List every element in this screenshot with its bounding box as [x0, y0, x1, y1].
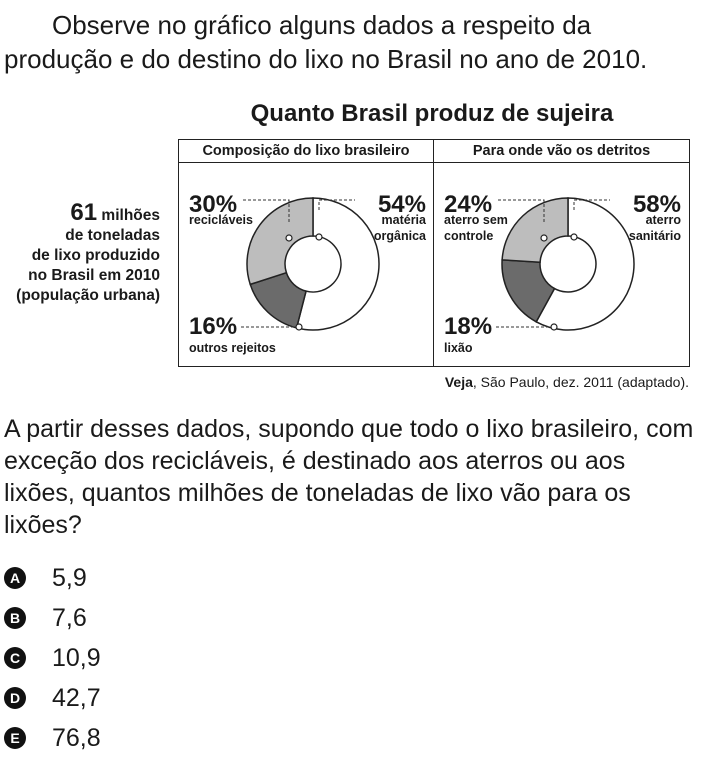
figure-title: Quanto Brasil produz de sujeira [250, 100, 614, 127]
option-a-text: 5,9 [52, 563, 87, 592]
source-bold: Veja [444, 374, 473, 390]
destination-panel-title: Para onde vão os detritos [434, 140, 689, 163]
side-line: de lixo produzido [31, 247, 160, 264]
leader-line [498, 199, 545, 224]
option-c-badge: C [4, 647, 26, 669]
option-d-badge: D [4, 687, 26, 709]
source-citation: Veja, São Paulo, dez. 2011 (adaptado). [445, 374, 689, 390]
donut-slice-reciclaveis [246, 197, 314, 286]
leader-line [243, 199, 290, 224]
leader-dot [285, 234, 293, 242]
leader-dot [550, 323, 558, 331]
slice-label-aterro-sem-controle: controle [444, 229, 493, 243]
intro-text: Observe no gráfico alguns dados a respei… [4, 8, 694, 76]
donut-slice-aterro-sem-controle [501, 197, 569, 264]
side-line: no Brasil em 2010 [28, 267, 160, 284]
slice-percent-aterro-sanitario: 58% [633, 191, 681, 218]
leader-dot [570, 233, 578, 241]
slice-label-aterro-sanitario: aterro [646, 213, 682, 227]
option-e-badge: E [4, 727, 26, 749]
option-b-badge: B [4, 607, 26, 629]
option-b-text: 7,6 [52, 603, 87, 632]
slice-percent-aterro-sem-controle: 24% [444, 191, 492, 218]
option-e-text: 76,8 [52, 723, 101, 752]
side-number: 61 [70, 199, 98, 226]
side-line: de toneladas [65, 227, 160, 244]
option-e[interactable]: E 76,8 [4, 718, 101, 758]
slice-label-materia-organica: orgânica [374, 229, 427, 243]
leader-dot [540, 234, 548, 242]
donut-slice-aterro-sanitario [535, 197, 635, 331]
leader-dot [315, 233, 323, 241]
leader-dot [295, 323, 303, 331]
option-c[interactable]: C 10,9 [4, 638, 101, 678]
slice-label-materia-organica: matéria [382, 213, 428, 227]
destination-panel: Para onde vão os detritos 58% aterro sanit… [434, 140, 689, 366]
option-c-text: 10,9 [52, 643, 101, 672]
composition-donut-chart: 54%matéria orgânica 16%outros rejeitos 30%r… [189, 191, 428, 355]
side-line: (população urbana) [16, 287, 160, 304]
source-rest: , São Paulo, dez. 2011 (adaptado). [472, 374, 689, 390]
option-a-badge: A [4, 567, 26, 589]
option-d[interactable]: D 42,7 [4, 678, 101, 718]
slice-percent-lixao: 18% [444, 313, 492, 340]
slice-percent-reciclaveis: 30% [189, 191, 237, 218]
side-note: 61 milhões de toneladas de lixo produzid… [0, 201, 160, 306]
composition-panel-title: Composição do lixo brasileiro [179, 140, 433, 163]
answer-options: A 5,9 B 7,6 C 10,9 D 42,7 E 76,8 [4, 558, 101, 758]
option-a[interactable]: A 5,9 [4, 558, 101, 598]
option-b[interactable]: B 7,6 [4, 598, 101, 638]
side-unit: milhões [101, 207, 160, 224]
leader-line [573, 199, 610, 212]
destination-donut-chart: 58%aterro sanitário 18%lixão 24%aterro sem c… [444, 191, 682, 355]
intro-text-content: Observe no gráfico alguns dados a respei… [4, 10, 648, 74]
option-d-text: 42,7 [52, 683, 101, 712]
composition-panel: Composição do lixo brasileiro 54% matéria… [179, 140, 434, 366]
slice-label-aterro-sem-controle: aterro sem [444, 213, 508, 227]
donut-slice-materia-organica [295, 197, 380, 331]
slice-label-reciclaveis: recicláveis [189, 213, 253, 227]
slice-percent-outros-rejeitos: 16% [189, 313, 237, 340]
slice-label-outros-rejeitos: outros rejeitos [189, 341, 276, 355]
slice-label-aterro-sanitario: sanitário [629, 229, 681, 243]
leader-line [318, 199, 355, 212]
figure-box: Composição do lixo brasileiro 54% matéria… [178, 139, 690, 367]
slice-label-lixao: lixão [444, 341, 473, 355]
slice-percent-materia-organica: 54% [378, 191, 426, 218]
question-text: A partir desses dados, supondo que todo … [4, 415, 694, 539]
